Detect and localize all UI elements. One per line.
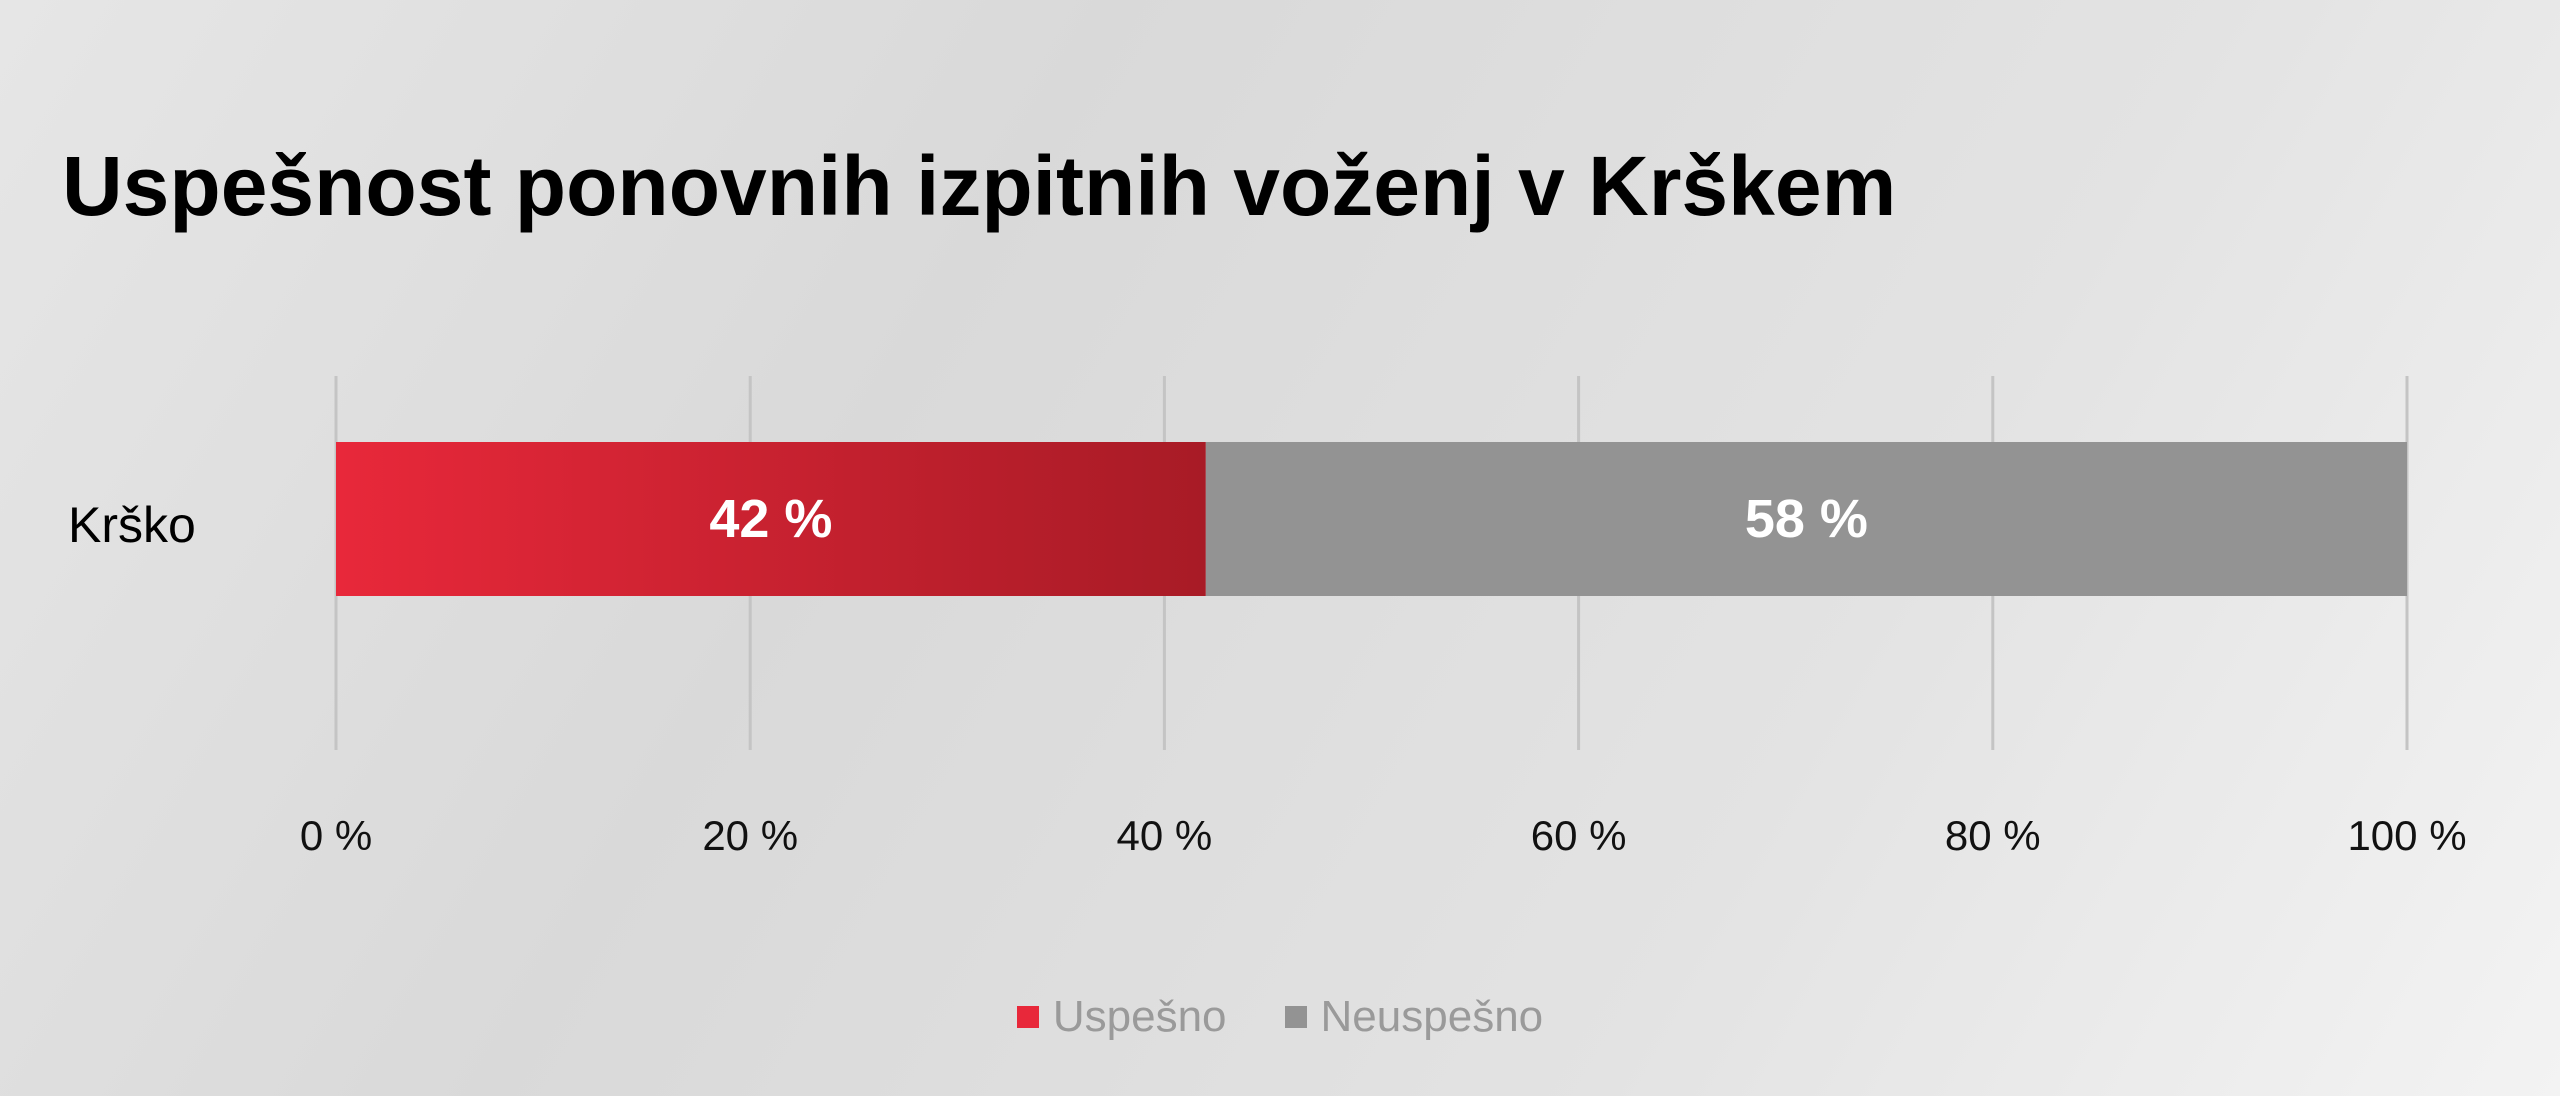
x-tick-label-80: 80 % (1945, 812, 2041, 859)
chart-legend: Uspešno Neuspešno (0, 992, 2560, 1042)
x-tick-label-100: 100 % (2347, 812, 2466, 859)
x-tick-label-20: 20 % (702, 812, 798, 859)
data-label-uspešno: 42 % (709, 489, 832, 549)
legend-swatch (1016, 1006, 1039, 1028)
x-tick-label-60: 60 % (1531, 812, 1627, 859)
bar-neuspešno (1205, 442, 2407, 596)
legend-item-uspešno: Uspešno (1016, 992, 1227, 1042)
data-label-neuspešno: 58 % (1745, 489, 1868, 549)
x-tick-label-40: 40 % (1117, 812, 1213, 859)
bar-uspešno (336, 442, 1206, 596)
chart-title: Uspešnost ponovnih izpitnih voženj v Krš… (62, 139, 1897, 233)
legend-label: Uspešno (1052, 992, 1227, 1041)
legend-label: Neuspešno (1320, 992, 1544, 1041)
category-label: Krško (68, 497, 196, 553)
legend-item-neuspešno: Neuspešno (1284, 992, 1544, 1042)
legend-swatch (1284, 1006, 1307, 1028)
x-tick-label-0: 0 % (300, 812, 372, 859)
